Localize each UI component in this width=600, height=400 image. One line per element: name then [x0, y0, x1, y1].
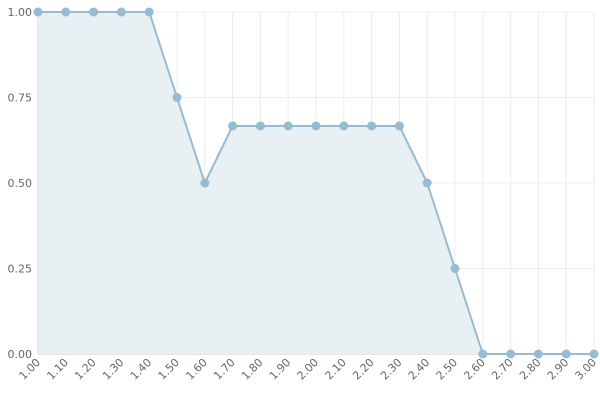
- data-point[interactable]: [533, 349, 543, 359]
- x-tick-label: 1.30: [100, 356, 127, 383]
- x-tick-label: 1.50: [156, 356, 183, 383]
- point-layer: [33, 7, 599, 359]
- data-point[interactable]: [172, 93, 182, 102]
- data-point[interactable]: [394, 121, 404, 131]
- x-tick-label: 2.00: [295, 356, 322, 383]
- x-tick-label: 1.20: [72, 356, 99, 383]
- x-tick-label: 2.90: [545, 356, 572, 383]
- data-point[interactable]: [422, 178, 432, 188]
- data-point[interactable]: [367, 121, 377, 131]
- data-point[interactable]: [589, 349, 599, 359]
- y-tick-label: 0.75: [8, 92, 33, 105]
- x-tick-label: 1.70: [211, 356, 238, 383]
- data-point[interactable]: [478, 349, 488, 359]
- x-tick-label: 2.10: [322, 356, 349, 383]
- data-point[interactable]: [561, 349, 571, 359]
- y-tick-label: 1.00: [8, 6, 33, 19]
- y-tick-label: 0.25: [8, 263, 33, 276]
- data-point[interactable]: [311, 121, 321, 131]
- data-point[interactable]: [283, 121, 293, 131]
- x-tick-label: 2.30: [378, 356, 405, 383]
- x-tick-label: 1.90: [267, 356, 294, 383]
- x-tick-label: 1.80: [239, 356, 266, 383]
- data-point[interactable]: [506, 349, 516, 359]
- x-tick-label: 2.40: [406, 356, 433, 383]
- y-tick-label: 0.50: [8, 177, 33, 190]
- x-tick-label: 1.60: [183, 356, 210, 383]
- data-point[interactable]: [255, 121, 265, 131]
- x-tick-label: 2.20: [350, 356, 377, 383]
- x-tick-label: 2.50: [434, 356, 461, 383]
- data-point[interactable]: [450, 264, 460, 273]
- x-tick-label: 2.60: [461, 356, 488, 383]
- data-point[interactable]: [116, 7, 126, 17]
- data-point[interactable]: [33, 7, 43, 17]
- data-point[interactable]: [228, 121, 238, 131]
- data-point[interactable]: [200, 178, 210, 188]
- x-tick-label: 2.80: [517, 356, 544, 383]
- y-tick-label: 0.00: [8, 348, 33, 361]
- data-point[interactable]: [339, 121, 349, 131]
- x-tick-label: 3.00: [573, 356, 600, 383]
- x-tick-label: 1.10: [44, 356, 71, 383]
- data-point[interactable]: [89, 7, 99, 17]
- data-point[interactable]: [144, 7, 154, 17]
- x-tick-label: 2.70: [489, 356, 516, 383]
- data-point[interactable]: [61, 7, 71, 17]
- x-tick-label: 1.40: [128, 356, 155, 383]
